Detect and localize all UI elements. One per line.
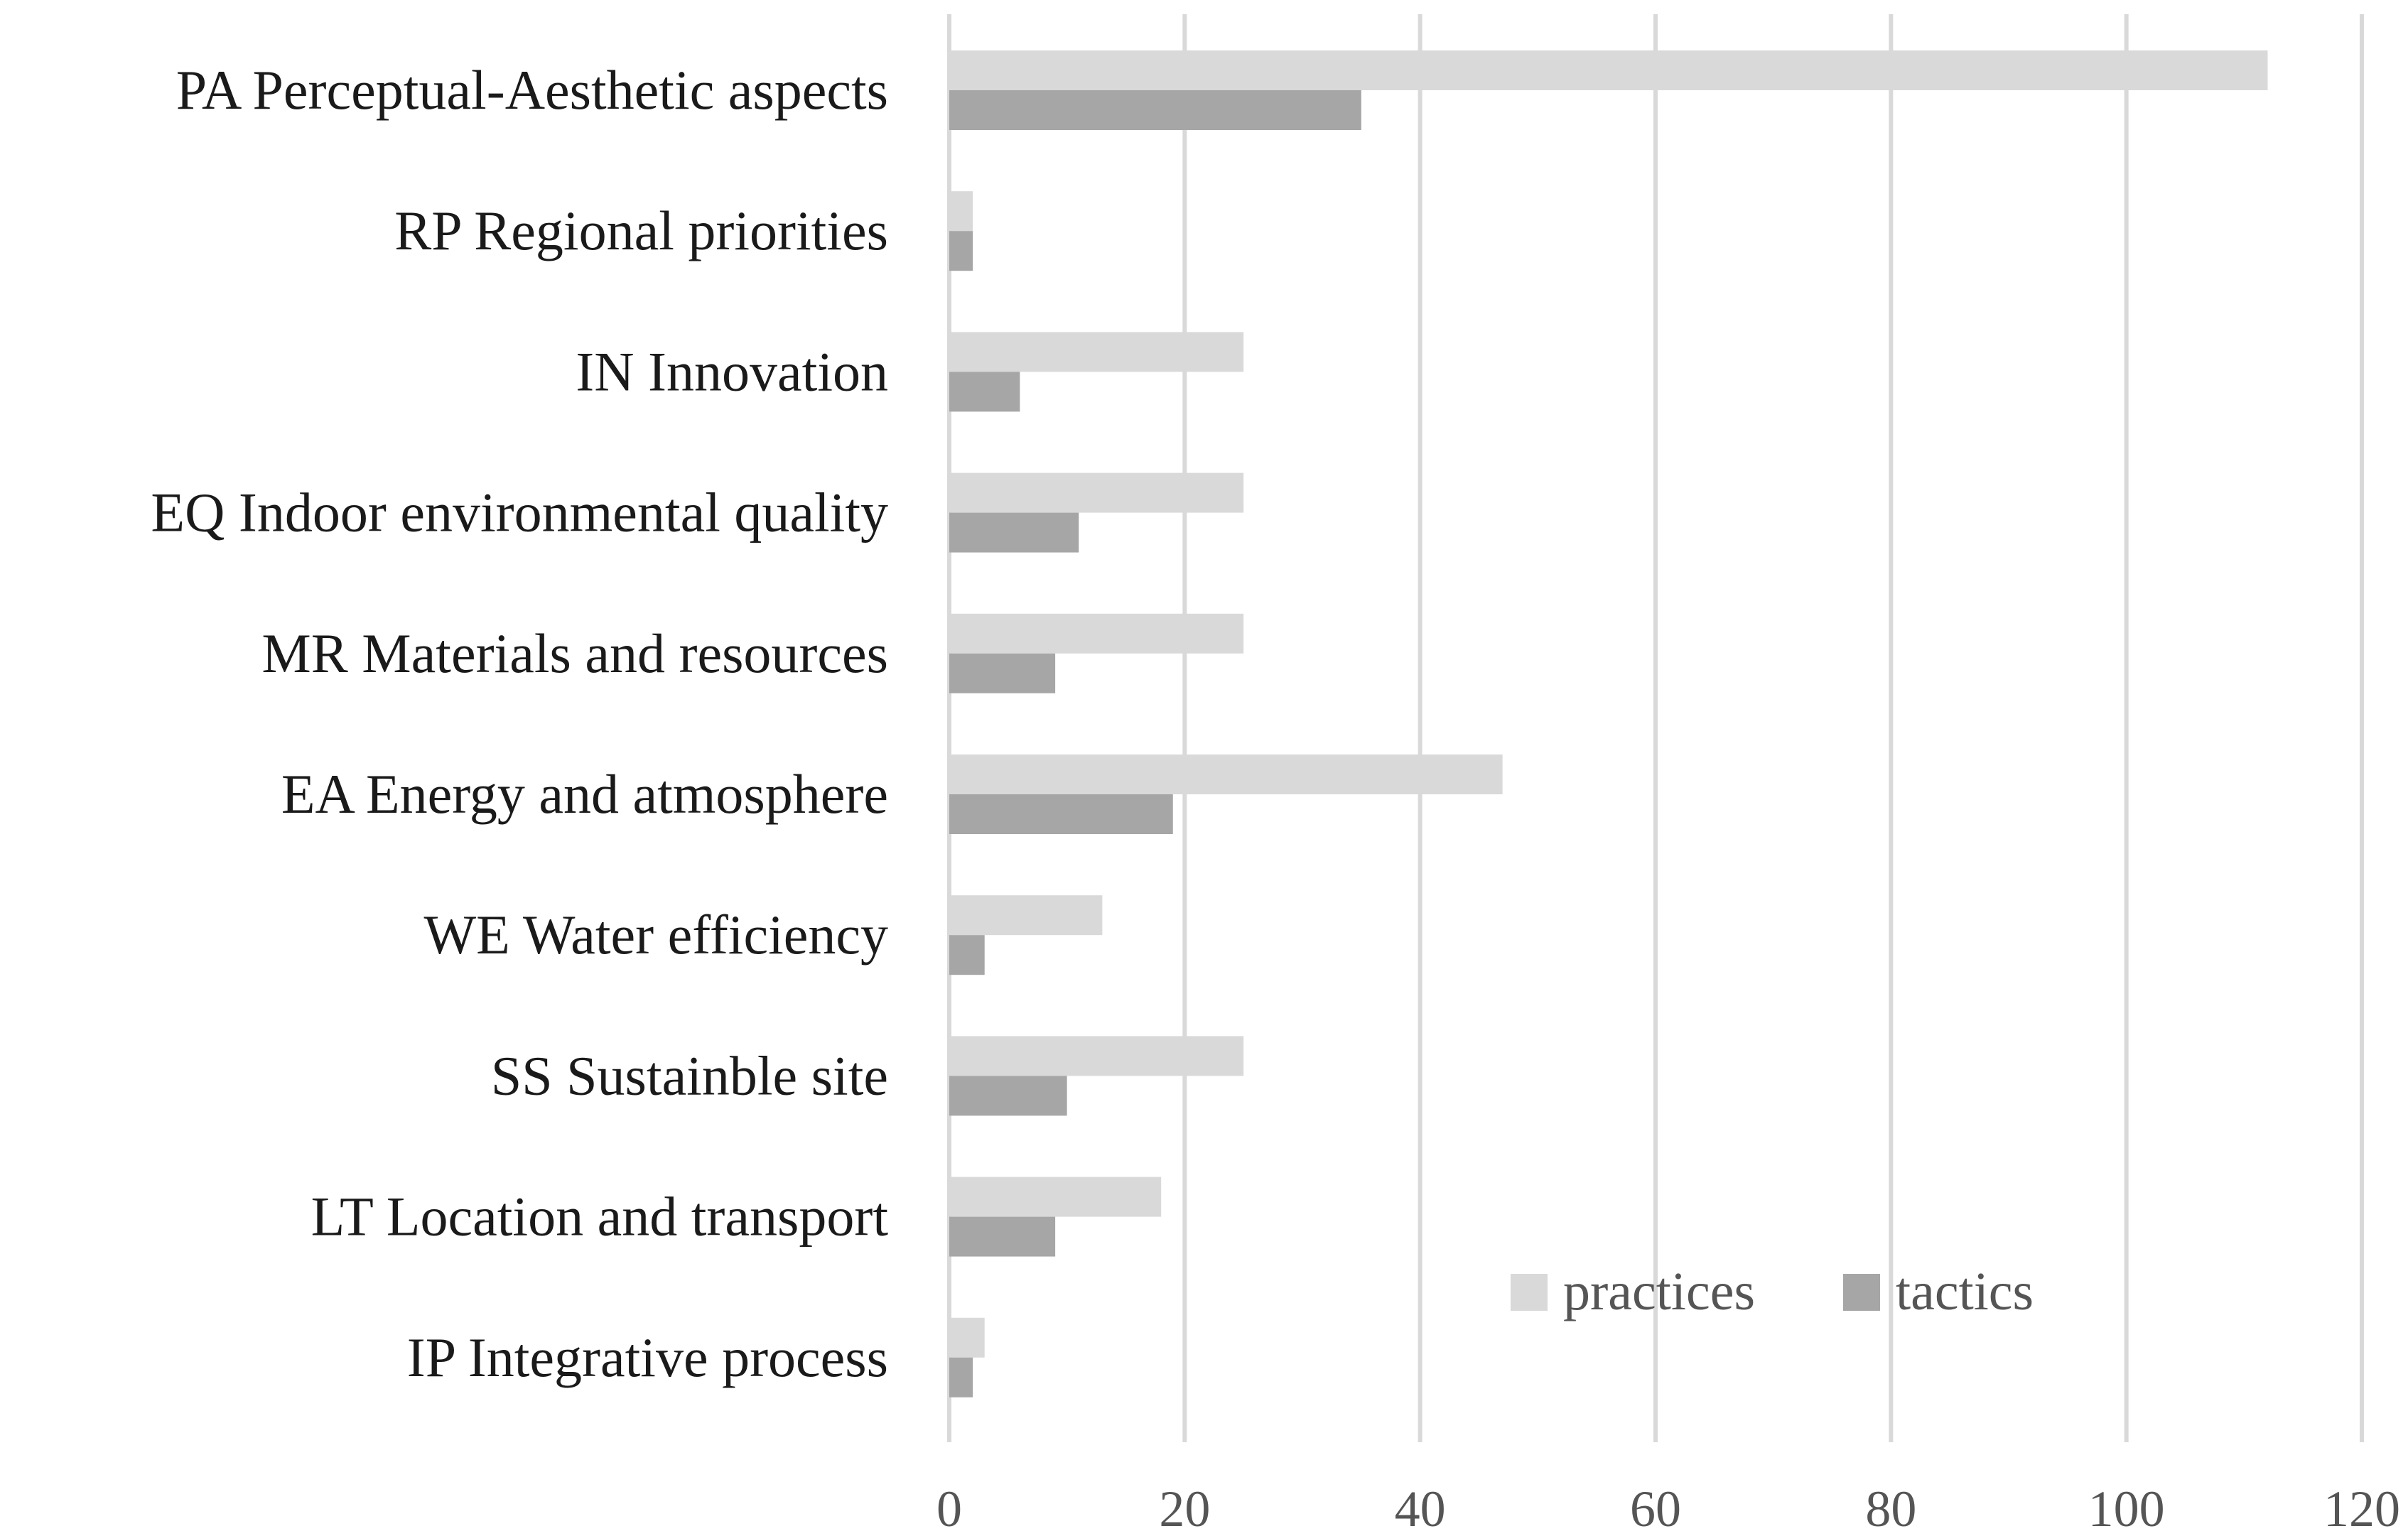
x-tick-label: 0 [936, 1481, 962, 1536]
category-label: LT Location and transport [311, 1186, 889, 1248]
category-label: PA Perceptual-Aesthetic aspects [176, 59, 888, 121]
bar-practices [949, 755, 1503, 794]
legend-swatch-tactics [1843, 1274, 1880, 1311]
category-label: RP Regional priorities [394, 200, 888, 261]
x-tick-label: 120 [2323, 1481, 2400, 1536]
bar-practices [949, 1036, 1244, 1076]
bar-tactics [949, 372, 1020, 412]
bar-tactics [949, 653, 1056, 693]
bar-tactics [949, 794, 1173, 834]
bar-tactics [949, 90, 1361, 130]
category-label: SS Sustainble site [491, 1044, 888, 1106]
bar-practices [949, 50, 2268, 90]
legend-label-practices: practices [1563, 1262, 1755, 1321]
bars [949, 50, 2268, 1397]
category-labels: PA Perceptual-Aesthetic aspects RP Region… [151, 59, 888, 1388]
bar-tactics [949, 512, 1079, 553]
legend: practices tactics [1511, 1262, 2034, 1321]
bar-practices [949, 332, 1244, 372]
bar-tactics [949, 1216, 1056, 1257]
bar-practices [949, 472, 1244, 513]
bar-practices [949, 895, 1103, 936]
bar-practices [949, 613, 1244, 654]
bar-tactics [949, 231, 973, 271]
bar-practices [949, 191, 973, 232]
category-label: EA Energy and atmosphere [281, 763, 888, 825]
legend-label-tactics: tactics [1896, 1262, 2034, 1321]
x-tick-label: 80 [1865, 1481, 1916, 1536]
category-label: IP Integrative process [407, 1326, 888, 1388]
bar-tactics [949, 935, 985, 975]
x-tick-label: 20 [1159, 1481, 1210, 1536]
x-tick-label: 100 [2088, 1481, 2165, 1536]
legend-swatch-practices [1511, 1274, 1548, 1311]
bar-tactics [949, 1357, 973, 1397]
category-label: WE Water efficiency [424, 904, 888, 966]
gridlines [947, 14, 2364, 1442]
x-axis-tick-labels: 0 20 40 60 80 100 120 [936, 1481, 2400, 1536]
bar-practices [949, 1317, 985, 1358]
bar-practices [949, 1177, 1162, 1217]
category-label: MR Materials and resources [261, 622, 888, 684]
category-label: EQ Indoor environmental quality [151, 482, 888, 543]
x-tick-label: 60 [1630, 1481, 1681, 1536]
category-label: IN Innovation [576, 340, 888, 402]
bar-tactics [949, 1076, 1067, 1116]
x-tick-label: 40 [1395, 1481, 1446, 1536]
